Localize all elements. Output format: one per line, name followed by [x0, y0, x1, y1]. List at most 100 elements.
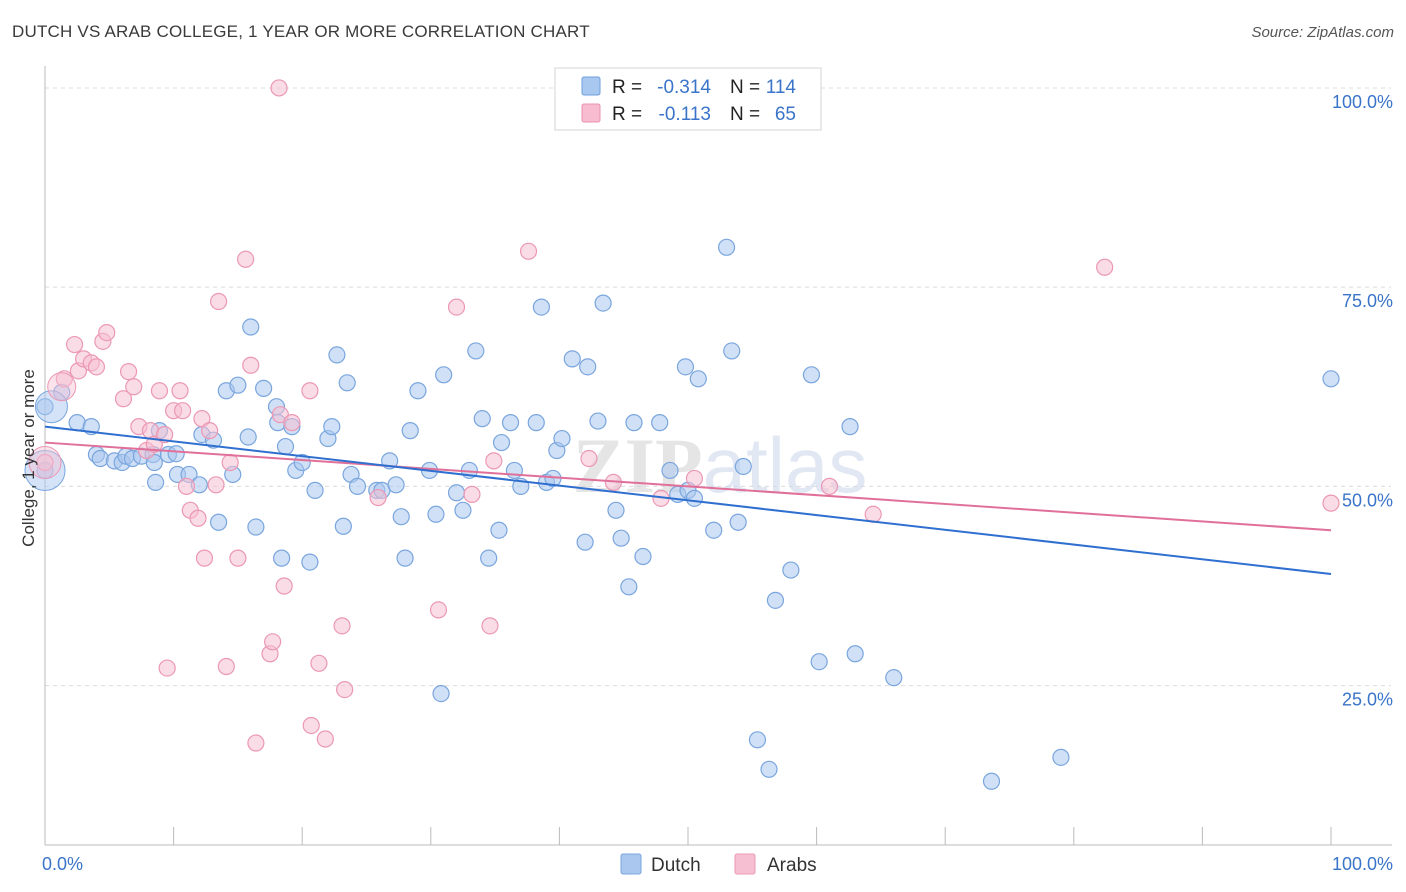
data-point	[207, 476, 225, 494]
data-point	[612, 529, 630, 547]
data-point	[589, 412, 607, 430]
data-point	[1052, 748, 1070, 766]
data-point	[885, 669, 903, 687]
data-point	[310, 654, 328, 672]
data-point	[167, 445, 185, 463]
data-point	[563, 350, 581, 368]
data-point	[447, 298, 466, 316]
data-point	[820, 477, 839, 495]
legend-swatch	[581, 76, 601, 96]
data-point	[239, 428, 257, 446]
stats-legend: R = -0.314 N = 114 R = -0.113 N = 65	[554, 67, 822, 131]
data-point	[463, 485, 481, 503]
data-point	[519, 242, 538, 260]
data-point	[766, 591, 785, 609]
data-point	[316, 730, 334, 748]
data-point	[864, 505, 882, 523]
data-point	[492, 433, 511, 452]
data-point	[760, 760, 778, 778]
data-point	[485, 452, 503, 470]
data-point	[748, 731, 767, 749]
data-point	[579, 358, 597, 376]
data-point	[171, 382, 189, 400]
data-point	[490, 521, 508, 539]
data-point	[328, 346, 346, 364]
data-point	[447, 484, 466, 502]
data-point	[276, 437, 295, 456]
data-point	[34, 390, 68, 424]
data-point	[689, 370, 707, 388]
trend-line-arabs	[44, 441, 1332, 532]
data-point	[501, 414, 520, 432]
data-point	[607, 501, 625, 519]
data-point	[1096, 258, 1114, 276]
data-point	[810, 653, 828, 671]
data-point	[846, 645, 864, 663]
legend-label-dutch: Dutch	[651, 855, 701, 876]
data-point	[1322, 370, 1340, 388]
series-arabs-points	[28, 79, 1340, 752]
data-point	[293, 453, 311, 472]
series-legend[interactable]: Dutch Arabs	[620, 853, 817, 876]
data-point	[155, 425, 174, 444]
data-point	[247, 734, 265, 752]
data-point	[275, 577, 293, 595]
data-point	[527, 414, 545, 432]
data-point	[145, 453, 163, 472]
data-point	[802, 366, 821, 384]
series-dutch-points	[24, 238, 1340, 790]
data-point	[336, 681, 354, 699]
data-point	[301, 382, 319, 400]
y-tick-labels: 25.0% 50.0% 75.0% 100.0%	[1332, 92, 1393, 710]
data-point	[369, 488, 387, 507]
data-point	[210, 292, 228, 311]
y-tick-label: 50.0%	[1342, 490, 1393, 510]
data-point	[87, 358, 106, 376]
legend-swatch	[581, 103, 601, 123]
data-point	[125, 378, 143, 396]
grid-lines	[45, 87, 1391, 687]
data-point	[338, 374, 356, 392]
data-point	[409, 382, 427, 400]
data-point	[705, 521, 723, 539]
data-point	[505, 461, 523, 480]
data-point	[435, 366, 453, 384]
data-point	[264, 633, 282, 651]
legend-n-label: N =	[730, 104, 760, 125]
data-point	[65, 335, 84, 354]
data-point	[594, 294, 612, 312]
data-point	[28, 445, 62, 479]
data-point	[150, 382, 169, 400]
data-point	[427, 505, 445, 523]
data-point	[273, 549, 291, 567]
legend-r-value: -0.314	[657, 77, 711, 98]
data-point	[685, 489, 704, 507]
data-point	[119, 363, 138, 381]
trend-lines	[44, 425, 1332, 576]
data-point	[189, 509, 207, 527]
data-point	[217, 657, 235, 676]
data-point	[532, 298, 550, 316]
legend-r-value: -0.113	[659, 104, 711, 125]
data-point	[1322, 494, 1340, 512]
data-point	[114, 390, 133, 408]
data-point	[98, 323, 116, 342]
data-point	[158, 659, 176, 677]
data-point	[620, 578, 638, 596]
data-point	[387, 476, 405, 494]
data-point	[91, 449, 109, 468]
data-point	[429, 601, 448, 619]
legend-r-label: R =	[612, 77, 642, 98]
x-tick-label: 100.0%	[1332, 854, 1393, 874]
data-point	[576, 533, 594, 551]
data-point	[661, 461, 679, 480]
legend-r-label: R =	[612, 104, 642, 125]
legend-n-label: N =	[730, 77, 760, 98]
data-point	[247, 518, 265, 536]
data-point	[333, 617, 351, 635]
data-point	[237, 250, 255, 268]
y-tick-label: 75.0%	[1342, 291, 1393, 311]
data-point	[467, 342, 485, 360]
data-point	[177, 477, 196, 495]
data-point	[729, 513, 747, 531]
